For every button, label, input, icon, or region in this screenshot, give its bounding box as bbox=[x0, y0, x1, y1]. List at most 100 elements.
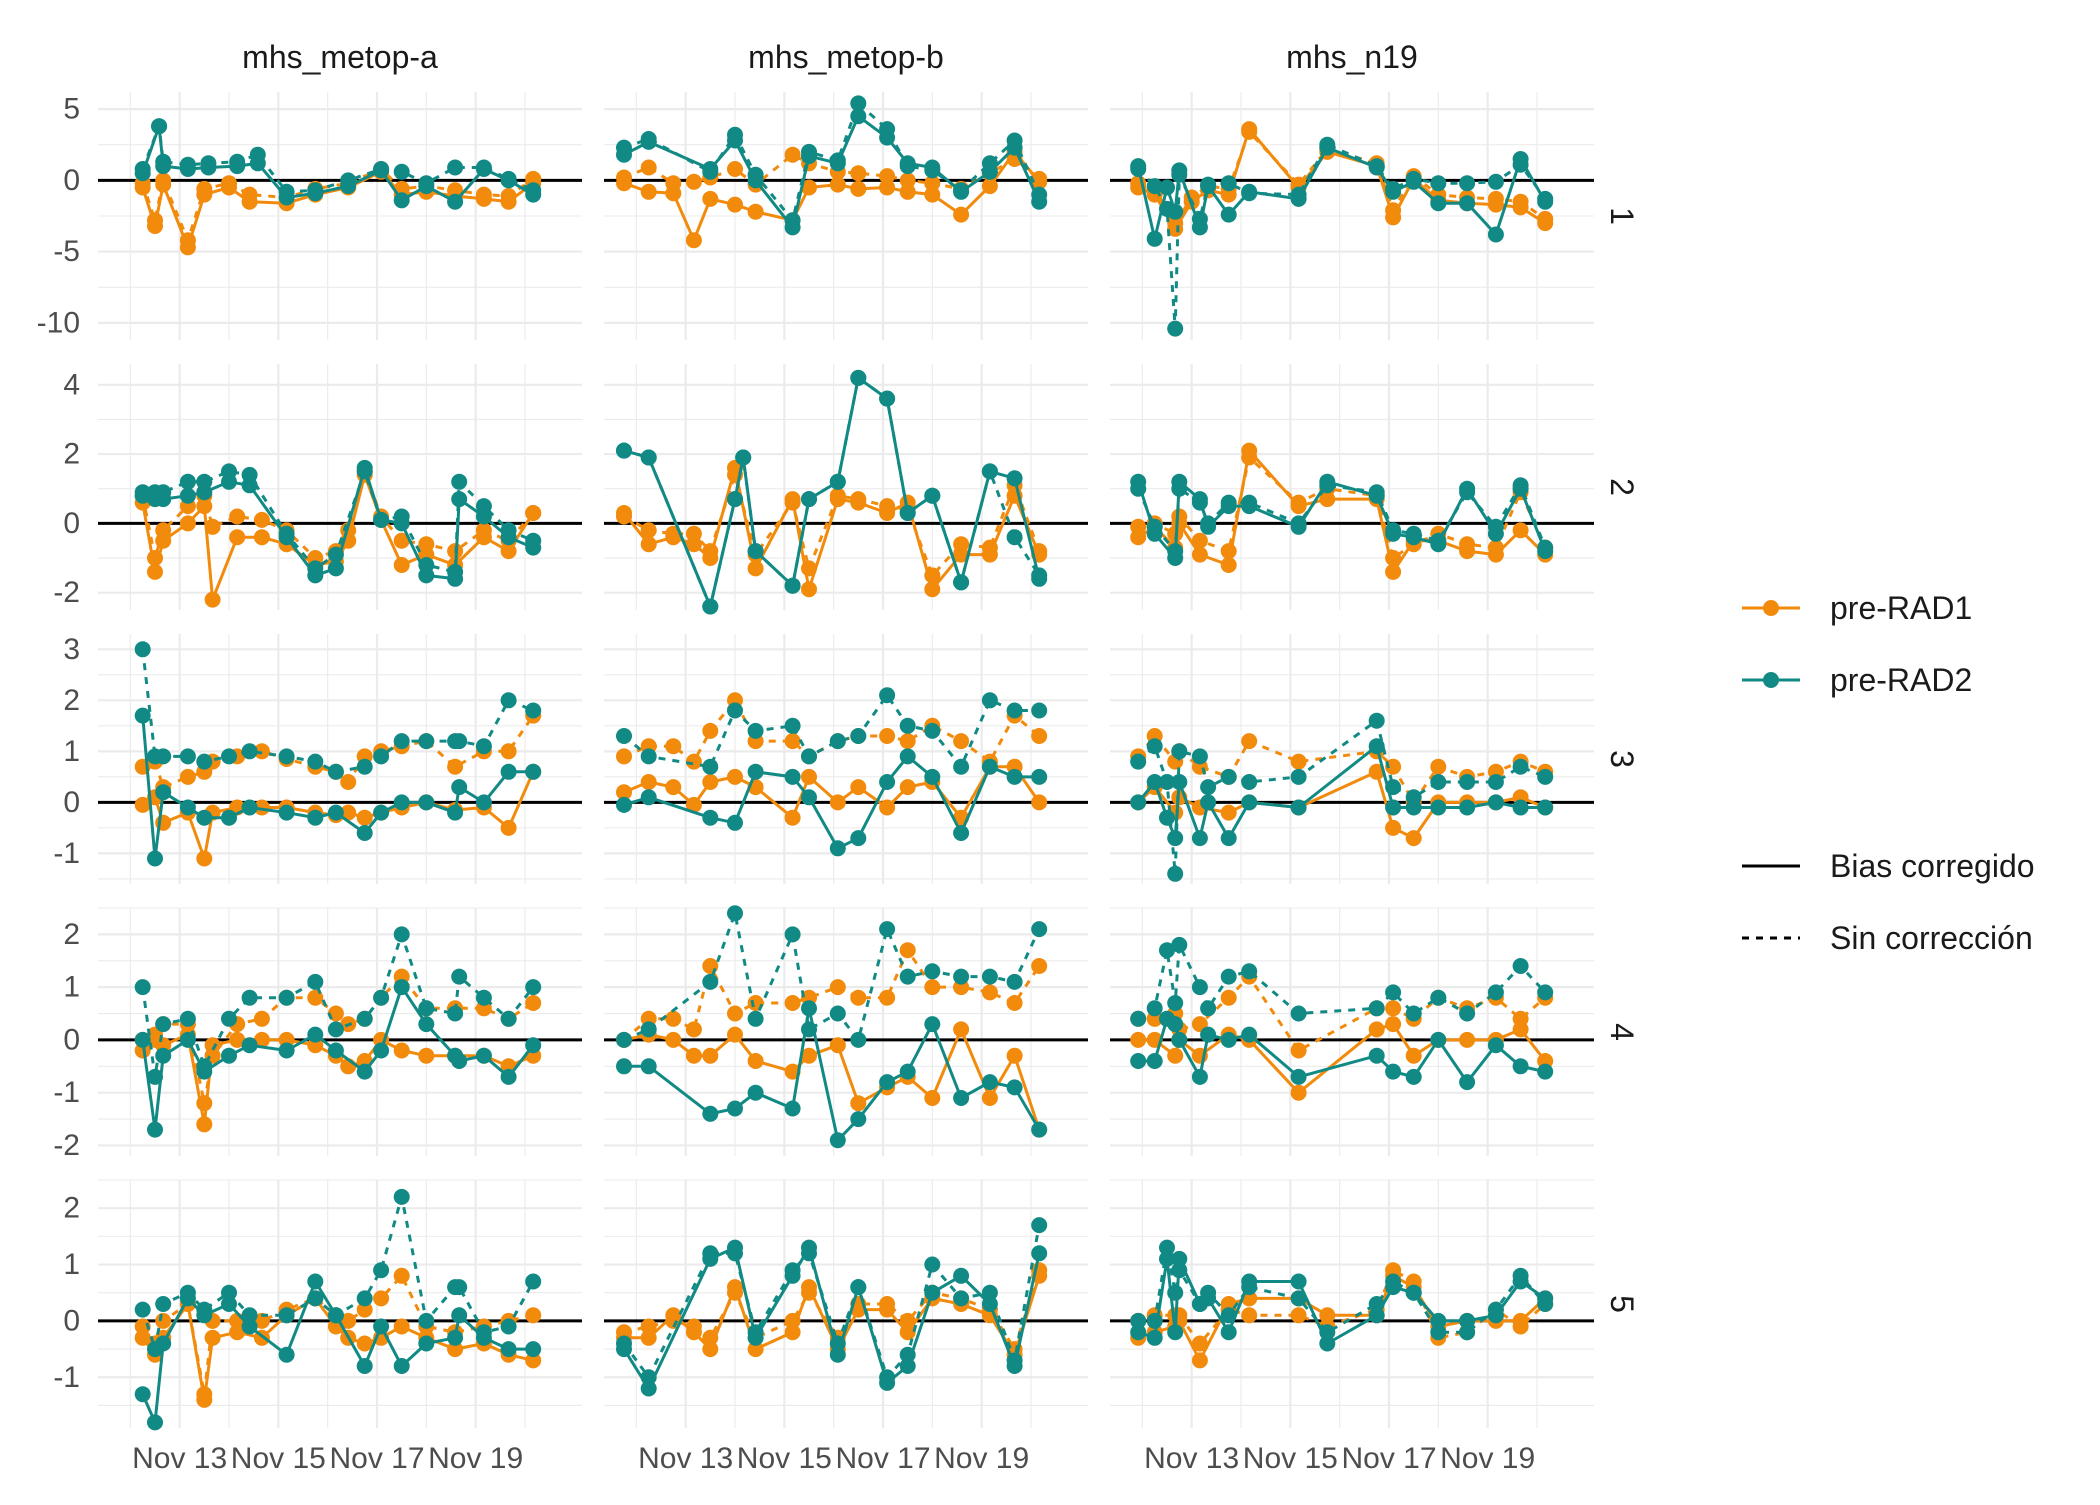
data-point-pre-RAD2 bbox=[196, 809, 213, 826]
data-point-pre-RAD2 bbox=[616, 442, 632, 459]
data-point-pre-RAD1 bbox=[1031, 794, 1048, 811]
data-point-pre-RAD2 bbox=[155, 484, 172, 501]
data-point-pre-RAD2 bbox=[640, 1380, 657, 1397]
y-tick-label: -1 bbox=[53, 1361, 80, 1394]
data-point-pre-RAD2 bbox=[616, 139, 632, 156]
data-point-pre-RAD2 bbox=[727, 702, 743, 719]
data-point-pre-RAD2 bbox=[1006, 702, 1023, 719]
data-point-pre-RAD2 bbox=[278, 804, 295, 821]
data-point-pre-RAD1 bbox=[784, 1324, 801, 1341]
data-point-pre-RAD2 bbox=[899, 717, 916, 734]
panel-mhs_metop-b-1 bbox=[604, 92, 1088, 340]
data-point-pre-RAD1 bbox=[147, 563, 163, 580]
data-point-pre-RAD2 bbox=[179, 473, 196, 490]
series-line-pre-RAD2-dashed bbox=[623, 693, 1040, 769]
series-line-pre-RAD1-dashed bbox=[1137, 734, 1546, 804]
data-point-pre-RAD2 bbox=[278, 1042, 295, 1059]
data-point-pre-RAD2 bbox=[356, 1290, 373, 1307]
data-point-pre-RAD1 bbox=[1385, 758, 1402, 775]
data-point-pre-RAD2 bbox=[1006, 132, 1023, 149]
data-point-pre-RAD1 bbox=[1290, 1042, 1307, 1059]
data-point-pre-RAD1 bbox=[924, 175, 941, 192]
data-point-pre-RAD2 bbox=[1241, 1026, 1258, 1043]
y-tick-label: 2 bbox=[63, 438, 80, 471]
data-point-pre-RAD2 bbox=[278, 183, 295, 200]
data-point-pre-RAD2 bbox=[393, 1188, 410, 1205]
data-point-pre-RAD1 bbox=[899, 1324, 916, 1341]
data-point-pre-RAD2 bbox=[307, 753, 324, 770]
data-point-pre-RAD1 bbox=[685, 232, 702, 249]
facet-title-mhs_metop-b: mhs_metop-b bbox=[748, 39, 944, 75]
data-point-pre-RAD2 bbox=[1220, 1324, 1237, 1341]
data-point-pre-RAD2 bbox=[1319, 1324, 1336, 1341]
data-point-pre-RAD2 bbox=[393, 192, 410, 209]
data-point-pre-RAD1 bbox=[500, 188, 517, 204]
data-point-pre-RAD2 bbox=[616, 796, 632, 813]
data-point-pre-RAD1 bbox=[1167, 1047, 1184, 1064]
data-point-pre-RAD2 bbox=[1430, 195, 1447, 212]
data-point-pre-RAD2 bbox=[356, 1010, 373, 1027]
data-point-pre-RAD2 bbox=[899, 968, 916, 985]
data-point-pre-RAD2 bbox=[1130, 1053, 1147, 1069]
data-point-pre-RAD2 bbox=[702, 973, 719, 990]
data-point-pre-RAD2 bbox=[249, 146, 266, 163]
data-point-pre-RAD1 bbox=[196, 1116, 213, 1133]
y-tick-label: 5 bbox=[63, 93, 80, 126]
x-tick-label: Nov 17 bbox=[1341, 1442, 1436, 1475]
data-point-pre-RAD2 bbox=[221, 1047, 237, 1064]
y-tick-label: 2 bbox=[63, 918, 80, 951]
data-point-pre-RAD1 bbox=[221, 175, 237, 192]
data-point-pre-RAD2 bbox=[241, 1307, 258, 1324]
data-point-pre-RAD1 bbox=[1430, 758, 1447, 775]
data-point-pre-RAD2 bbox=[1385, 984, 1402, 1001]
data-point-pre-RAD2 bbox=[1167, 995, 1184, 1011]
data-point-pre-RAD2 bbox=[1430, 175, 1447, 192]
data-point-pre-RAD1 bbox=[702, 958, 719, 974]
data-point-pre-RAD1 bbox=[393, 1042, 410, 1059]
data-point-pre-RAD2 bbox=[981, 692, 998, 709]
data-point-pre-RAD2 bbox=[1200, 779, 1217, 796]
data-point-pre-RAD1 bbox=[253, 743, 270, 760]
data-point-pre-RAD1 bbox=[356, 1301, 373, 1318]
data-point-pre-RAD2 bbox=[640, 748, 657, 765]
data-point-pre-RAD2 bbox=[393, 794, 410, 811]
data-point-pre-RAD2 bbox=[1290, 799, 1307, 816]
data-point-pre-RAD2 bbox=[1385, 1273, 1402, 1290]
data-point-pre-RAD2 bbox=[829, 840, 846, 857]
data-point-pre-RAD2 bbox=[1459, 799, 1476, 816]
data-point-pre-RAD2 bbox=[134, 707, 151, 724]
series-line-pre-RAD1-dashed bbox=[1137, 130, 1547, 225]
data-point-pre-RAD2 bbox=[879, 1074, 896, 1091]
data-point-pre-RAD1 bbox=[981, 539, 998, 556]
data-point-pre-RAD2 bbox=[1537, 799, 1554, 816]
data-point-pre-RAD2 bbox=[1430, 532, 1447, 549]
data-point-pre-RAD2 bbox=[747, 543, 764, 560]
data-point-pre-RAD1 bbox=[616, 1324, 632, 1341]
data-point-pre-RAD2 bbox=[640, 789, 657, 806]
data-point-pre-RAD1 bbox=[924, 1090, 941, 1106]
series-line-pre-RAD2-solid bbox=[623, 754, 1040, 850]
data-point-pre-RAD2 bbox=[1537, 768, 1554, 785]
data-point-pre-RAD1 bbox=[801, 560, 817, 577]
data-point-pre-RAD2 bbox=[447, 563, 464, 580]
data-point-pre-RAD2 bbox=[784, 768, 801, 785]
data-point-pre-RAD2 bbox=[475, 989, 492, 1006]
data-point-pre-RAD1 bbox=[340, 1312, 357, 1329]
panel-mhs_metop-a-4 bbox=[98, 907, 582, 1156]
data-point-pre-RAD1 bbox=[1385, 819, 1402, 836]
data-point-pre-RAD2 bbox=[879, 390, 896, 407]
data-point-pre-RAD2 bbox=[525, 702, 542, 719]
data-point-pre-RAD2 bbox=[241, 466, 258, 483]
data-point-pre-RAD2 bbox=[784, 717, 801, 734]
data-point-pre-RAD1 bbox=[525, 995, 542, 1011]
data-point-pre-RAD1 bbox=[1220, 543, 1237, 560]
data-point-pre-RAD1 bbox=[879, 179, 896, 196]
data-point-pre-RAD2 bbox=[981, 968, 998, 985]
data-point-pre-RAD2 bbox=[1537, 1063, 1554, 1080]
data-point-pre-RAD1 bbox=[784, 809, 801, 826]
data-point-pre-RAD2 bbox=[525, 532, 542, 549]
data-point-pre-RAD1 bbox=[1191, 532, 1208, 549]
data-point-pre-RAD2 bbox=[1130, 1324, 1147, 1341]
data-point-pre-RAD1 bbox=[229, 1031, 246, 1048]
data-point-pre-RAD2 bbox=[1220, 830, 1237, 847]
